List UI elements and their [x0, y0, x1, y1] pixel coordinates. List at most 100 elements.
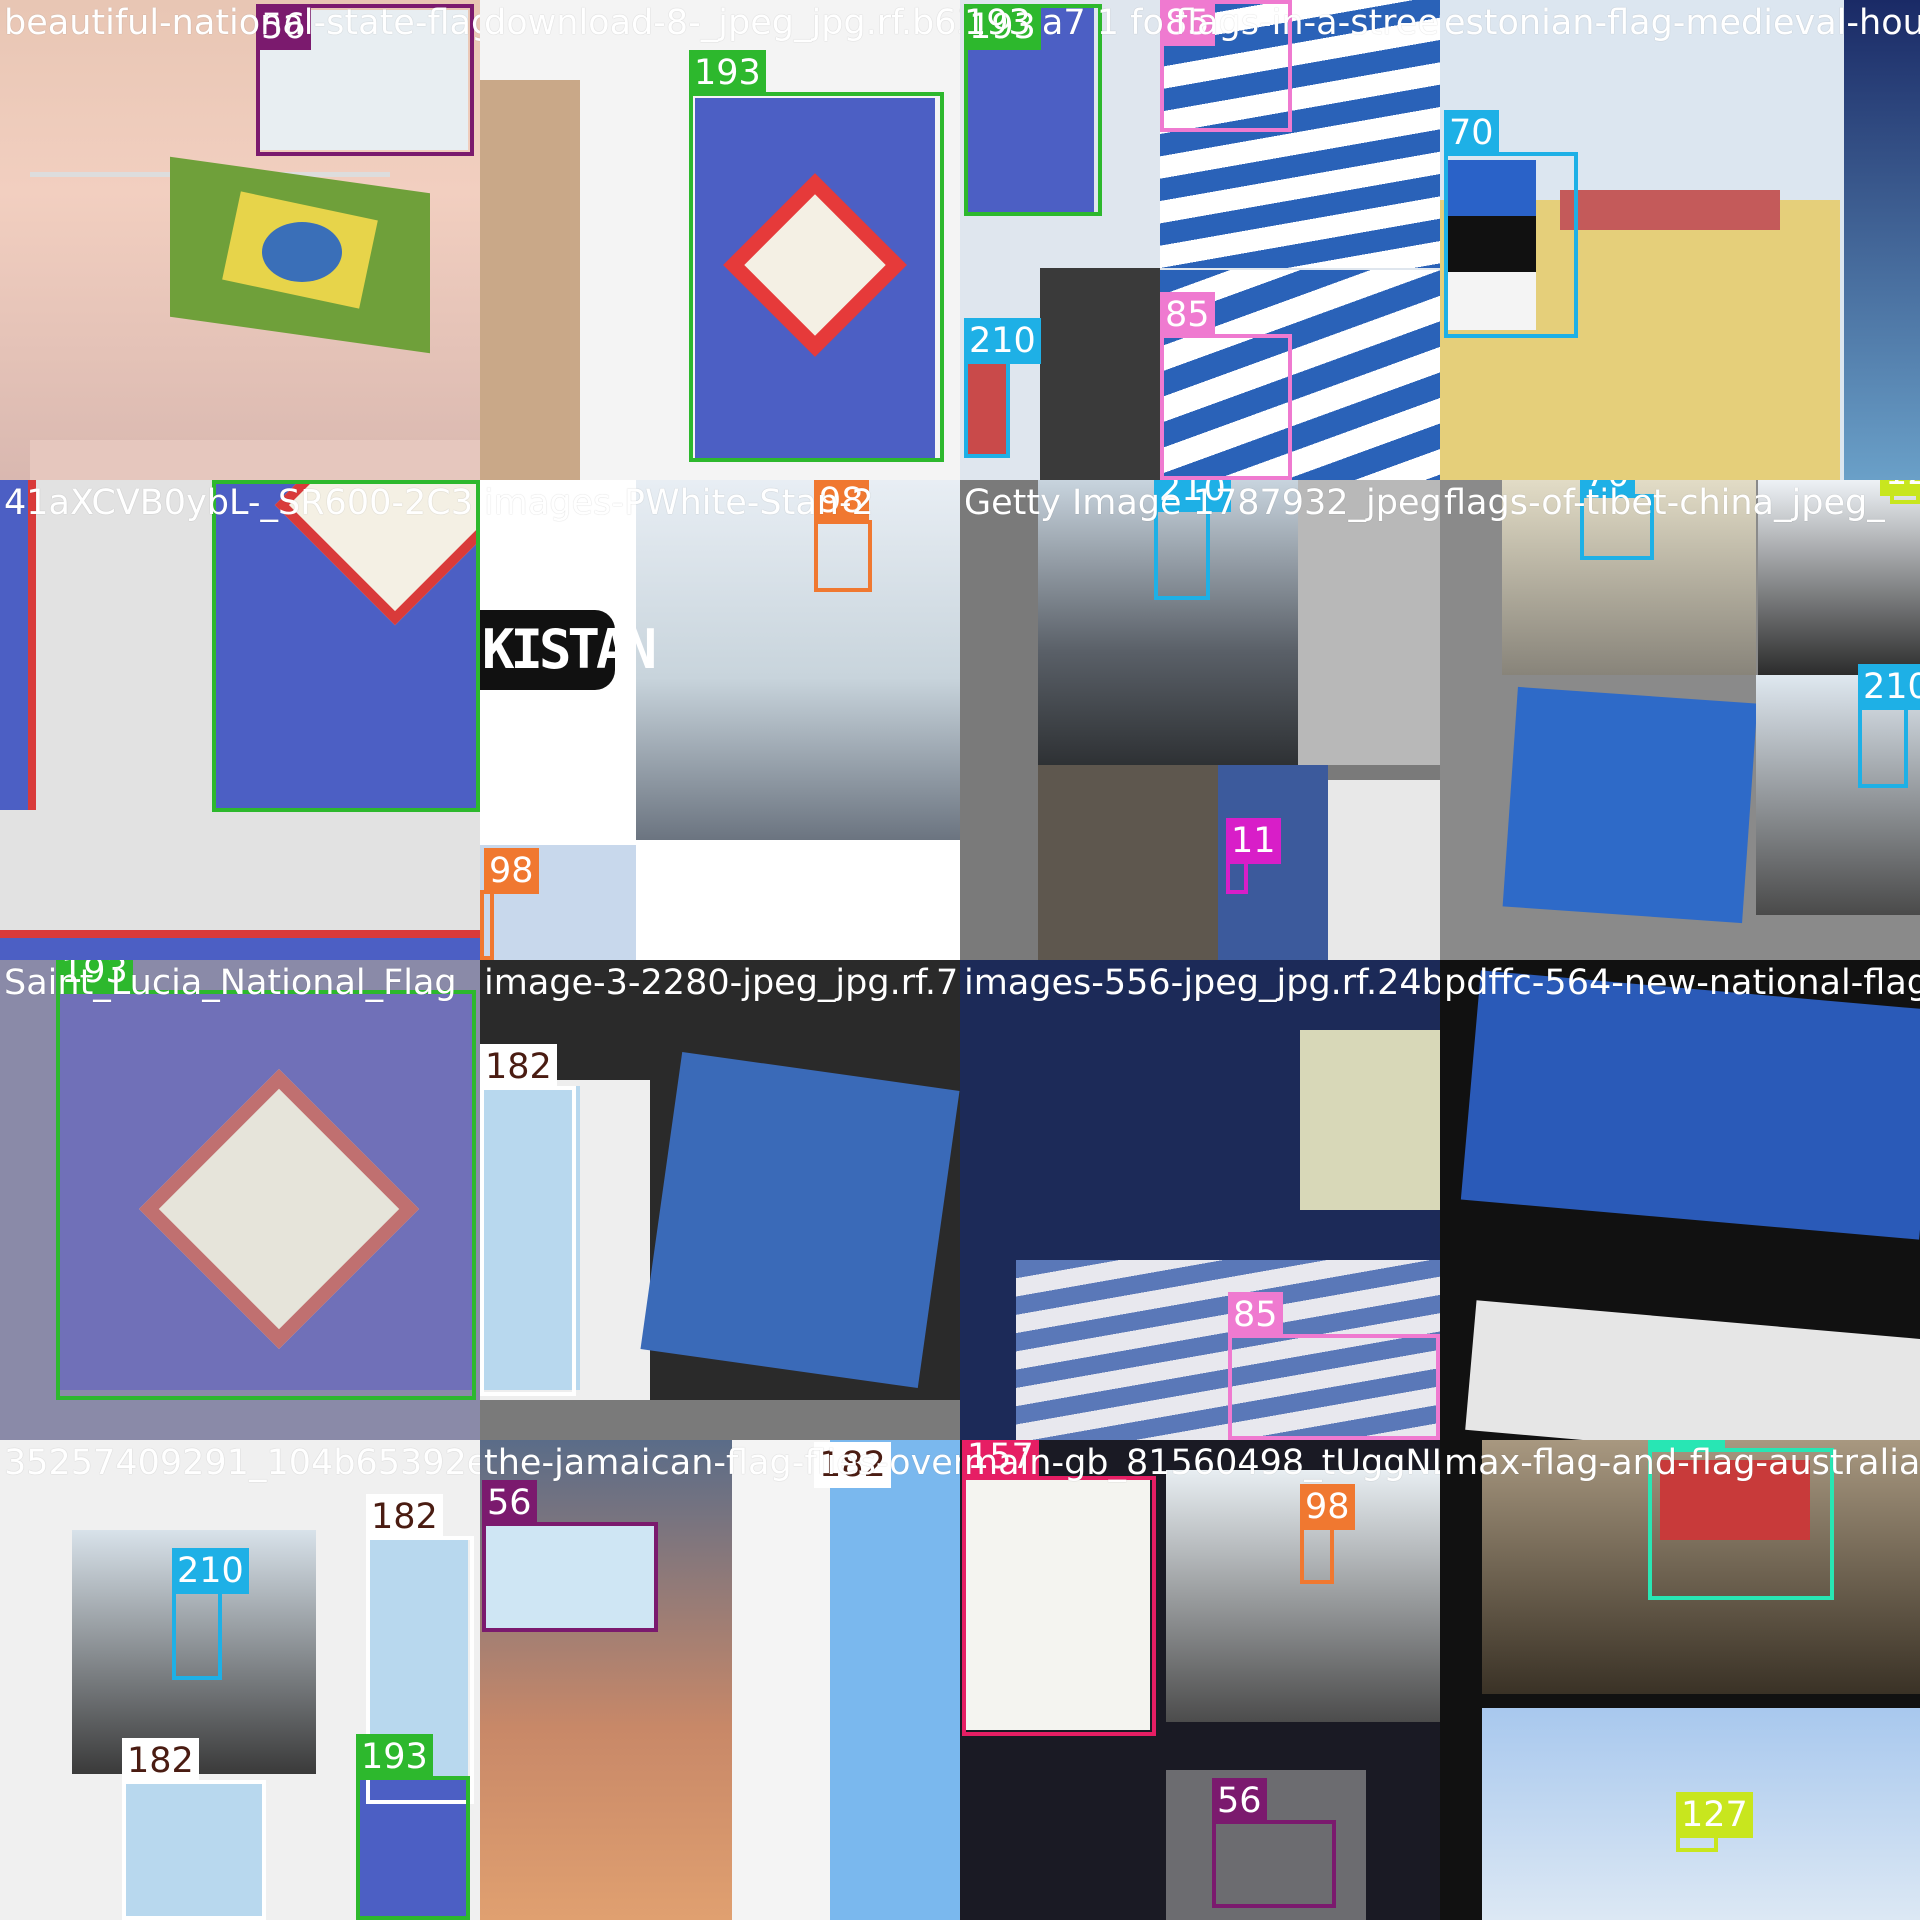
detection-label: 70 — [1580, 480, 1635, 498]
detection-box-193: 193 — [212, 480, 480, 812]
pixel-flag-2 — [1465, 1300, 1920, 1440]
tile-street-grid-flag: 70 127 210 flags-of-tibet-china_jpeg_ — [1440, 480, 1920, 960]
estonia-flag-image — [1446, 160, 1536, 330]
tile-sint-maarten-closeup: 193 41aXCVB0ybL-_SR600-2C3 — [0, 480, 480, 960]
detection-box-85: 85 — [1160, 292, 1292, 480]
city-photo — [1758, 480, 1920, 675]
lucia-flag-image — [484, 1086, 580, 1390]
tile-brazil-sky: 56 beautiful-national-state-flag-of-braz… — [0, 0, 480, 480]
left-flag-edge — [0, 480, 36, 810]
bottom-strip — [30, 440, 480, 480]
detection-label: 85 — [1160, 0, 1215, 46]
detection-box-85: 85 — [1160, 0, 1292, 132]
detection-box-193: 193 — [356, 1734, 470, 1920]
tile-pixel-flag-closeup: pdffc-564-new-national-flag-on- — [1440, 960, 1920, 1440]
flag-image-56 — [486, 1526, 654, 1632]
detection-box-210: 210 — [1858, 664, 1920, 788]
detection-box-193: 193 — [56, 960, 476, 1400]
map-image — [1300, 1030, 1440, 1210]
detection-label: 56 — [1212, 1778, 1267, 1824]
detection-label: 210 — [172, 1548, 249, 1594]
detection-box-85: 85 — [1228, 1292, 1440, 1440]
tile-title: images-PWhite-Stan-2 — [484, 483, 874, 523]
tile-title: 41aXCVB0ybL-_SR600-2C3 — [4, 483, 473, 523]
detection-box-70: 70 — [1444, 110, 1578, 338]
detection-box-174: 174 — [1648, 1440, 1834, 1600]
tile-title: Saint_Lucia_National_Flag — [4, 963, 457, 1003]
kistan-sign — [480, 610, 615, 690]
detection-label: 98 — [1300, 1484, 1355, 1530]
tile-lucia-banner: 182 image-3-2280-jpeg_jpg.rf.7 — [480, 960, 960, 1440]
lucia-flag-bottom — [124, 1780, 262, 1920]
tile-title: image-3-2280-jpeg_jpg.rf.7 — [484, 963, 959, 1003]
bottom-strip — [480, 1400, 960, 1440]
detection-box-11: 11 — [1226, 818, 1281, 894]
tile-greek-flags-street: 193 85 85 210 193 a7 1 fo flags-in-a-str… — [960, 0, 1440, 480]
tile-estonia-building: 70 estonian-flag-medieval-hous — [1440, 0, 1920, 480]
city-photo-2 — [1756, 675, 1920, 915]
tile-collage-lucia: 210 182 182 193 35257409291_104b65392e_b — [0, 1440, 480, 1920]
tile-balcony-flags: 174 127 max-flag-and-flag-australia — [1440, 1440, 1920, 1920]
detection-box-182: 182 — [122, 1738, 266, 1920]
detection-label: 182 — [366, 1494, 443, 1540]
wood-strip — [480, 80, 580, 480]
tile-title: max-flag-and-flag-australia — [1444, 1443, 1920, 1483]
brazil-globe — [262, 222, 342, 282]
detection-box-98: 98 — [480, 848, 539, 960]
detection-label: 157 — [962, 1440, 1039, 1480]
bottom-flag-strip — [0, 930, 480, 960]
detection-box-210: 210 — [964, 318, 1041, 458]
tile-title: download-8-_jpeg_jpg.rf.b63 — [484, 3, 960, 43]
detection-label: 182 — [480, 1044, 557, 1090]
detection-box-193: 193 — [964, 4, 1102, 216]
detection-label: 193 — [964, 4, 1041, 50]
detection-label: 127 — [1676, 1792, 1753, 1838]
tile-title: 193 a7 1 fo flags-in-a-street — [964, 3, 1440, 43]
detection-box-182: 182 — [814, 1440, 891, 1488]
detection-label: 11 — [1226, 818, 1281, 864]
tile-title: pdffc-564-new-national-flag-on- — [1444, 963, 1920, 1003]
tile-norfolk-flag: 157 98 56 main-gb_81560498_tUggNL67 — [960, 1440, 1440, 1920]
detection-label: 98 — [814, 480, 869, 524]
detection-label: 182 — [814, 1442, 891, 1488]
tile-sunset-flags: 56 182 the-jamaican-flag-flies-over — [480, 1440, 960, 1920]
tile-title: the-jamaican-flag-flies-over — [484, 1443, 960, 1483]
tile-title: 35257409291_104b65392e_b — [4, 1443, 480, 1483]
tile-saint-lucia-flag: 193 Saint_Lucia_National_Flag — [0, 960, 480, 1440]
tile-iceland-square: KISTAN 98 98 images-PWhite-Stan-2 — [480, 480, 960, 960]
detection-label: 56 — [482, 1480, 537, 1526]
street-photo — [1038, 480, 1298, 765]
grid-flag — [1328, 780, 1440, 960]
detection-label: 193 — [689, 50, 766, 96]
pixel-flag — [1460, 970, 1920, 1240]
detection-label: 210 — [1154, 480, 1231, 512]
detection-box-98: 98 — [814, 480, 872, 592]
detection-label: 98 — [484, 848, 539, 894]
tile-title: Getty Image 1787932_jpeg_jpg — [964, 483, 1440, 523]
pixel-flag — [1502, 686, 1758, 924]
sign-text: KISTAN — [482, 618, 657, 681]
building-image — [1040, 268, 1160, 480]
tile-title: beautiful-national-state-flag-of-brazil — [4, 3, 480, 43]
detection-label: 210 — [964, 318, 1041, 364]
tile-title: flags-of-tibet-china_jpeg_ — [1444, 483, 1885, 523]
detection-label: 85 — [1228, 1292, 1283, 1338]
detection-label: 56 — [256, 4, 311, 50]
detection-label: 182 — [122, 1738, 199, 1784]
detection-label: 70 — [1444, 110, 1499, 156]
detection-box-56: 56 — [1212, 1778, 1336, 1908]
detection-label: 193 — [212, 480, 289, 484]
tile-sint-maarten-flag: 193 download-8-_jpeg_jpg.rf.b63 — [480, 0, 960, 480]
tile-title: estonian-flag-medieval-hous — [1444, 3, 1920, 43]
detection-box-56: 56 — [256, 4, 474, 156]
detection-box-210: 210 — [1154, 480, 1231, 600]
tile-title: main-gb_81560498_tUggNL67 — [964, 1443, 1440, 1483]
detection-label: 210 — [1858, 664, 1920, 710]
square-photo — [636, 480, 960, 840]
tile-title: images-556-jpeg_jpg.rf.24b05 — [964, 963, 1440, 1003]
detection-label: 127 — [1880, 480, 1920, 496]
tile-swiss-street: 210 11 Getty Image 1787932_jpeg_jpg — [960, 480, 1440, 960]
detection-box-70: 70 — [1580, 480, 1654, 560]
tile-geography-card: 85 images-556-jpeg_jpg.rf.24b05 — [960, 960, 1440, 1440]
